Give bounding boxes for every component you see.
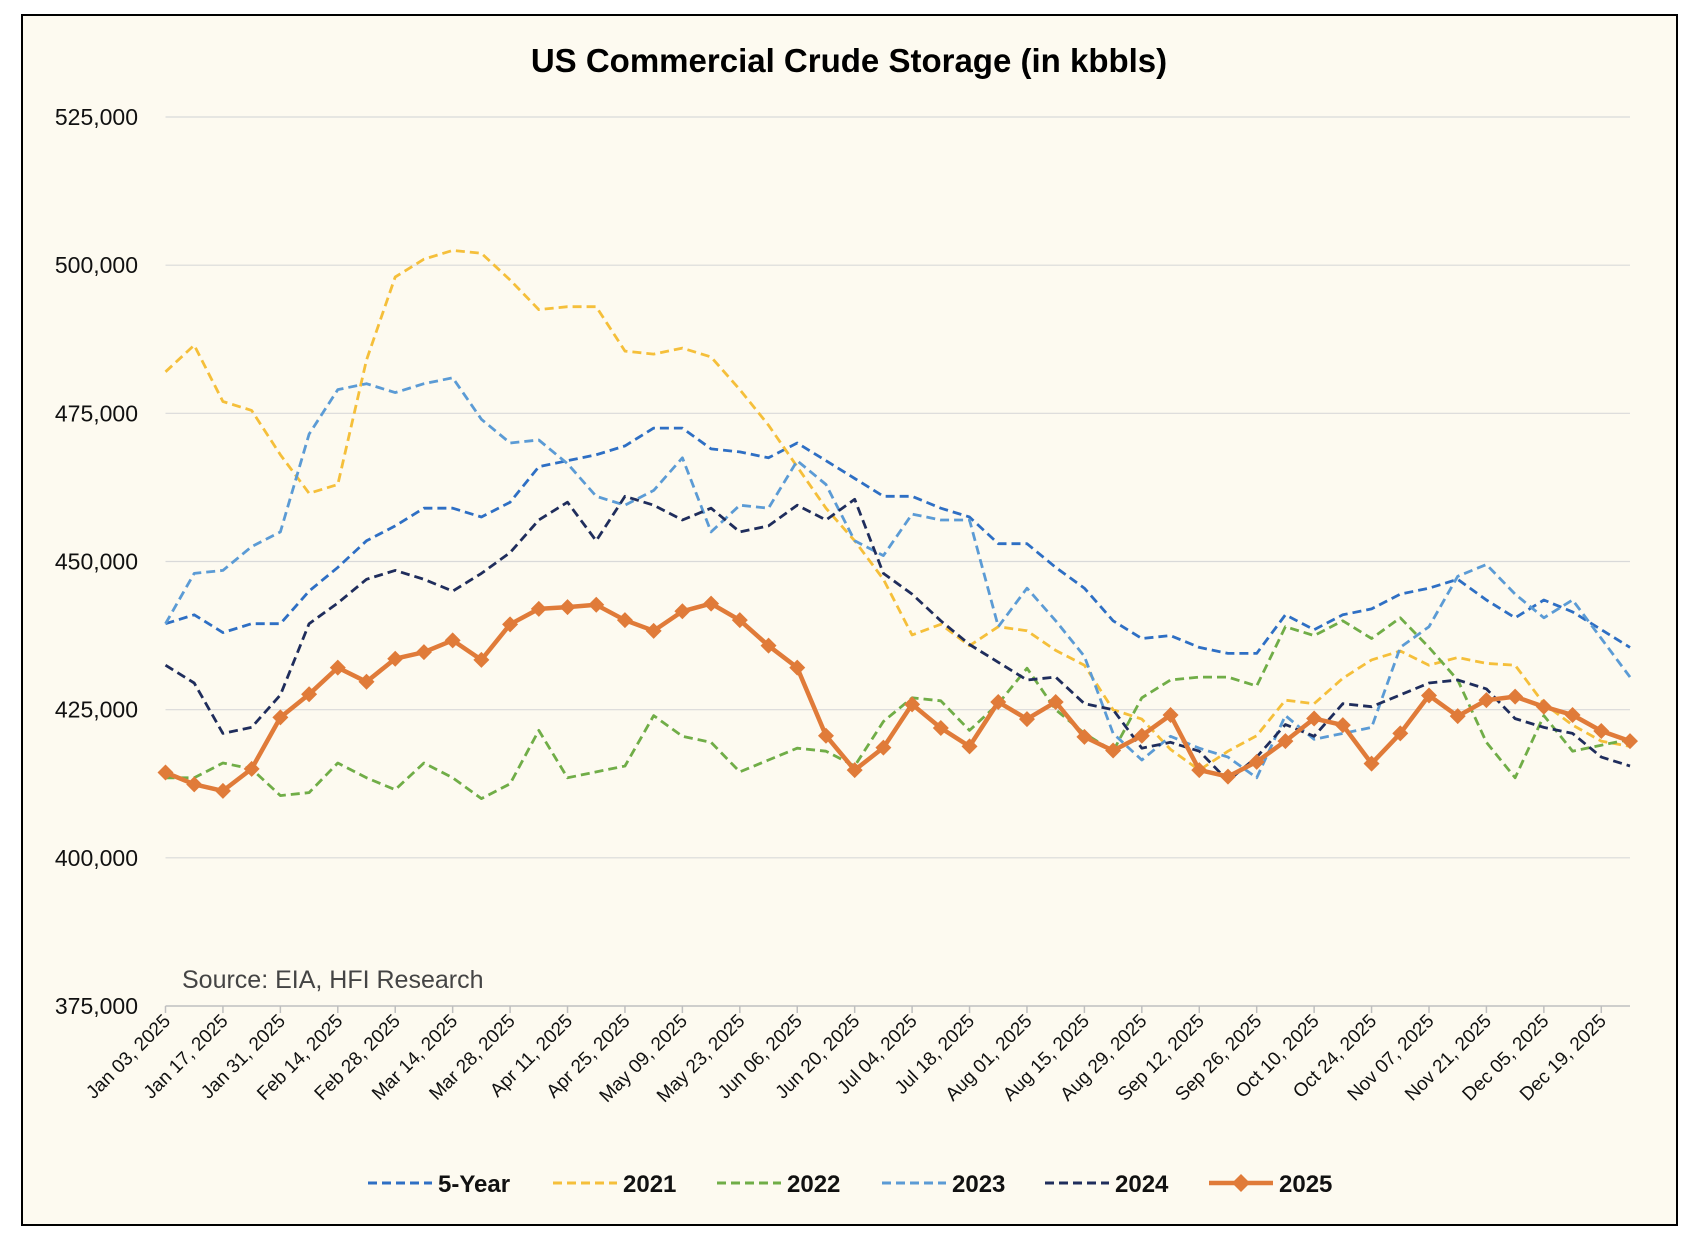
data-point-2025 <box>157 764 174 781</box>
legend-item-2021: 2021 <box>553 1171 676 1198</box>
data-point-2025 <box>875 739 892 756</box>
series-line-5-year <box>165 426 1631 655</box>
data-point-2025 <box>1334 717 1351 734</box>
data-point-2025 <box>473 651 490 668</box>
series-line-2021 <box>164 248 1631 772</box>
data-point-2025 <box>415 644 432 661</box>
data-point-2025 <box>358 673 375 690</box>
data-point-2025 <box>1306 710 1323 727</box>
data-point-2025 <box>243 760 260 777</box>
data-point-2025 <box>674 603 691 620</box>
gridlines <box>165 116 1630 859</box>
data-point-2025 <box>1478 692 1495 709</box>
data-point-2025 <box>1219 768 1236 785</box>
data-point-2025 <box>703 595 720 612</box>
data-point-2025 <box>731 612 748 629</box>
data-point-2025 <box>214 782 231 799</box>
data-point-2025 <box>1564 707 1581 724</box>
data-point-2025 <box>502 616 519 633</box>
legend-label: 5-Year <box>438 1171 510 1198</box>
data-point-2025 <box>846 762 863 779</box>
y-tick-label: 500,000 <box>55 252 138 278</box>
data-point-2025 <box>1133 727 1150 744</box>
legend-diamond-icon <box>1232 1174 1250 1192</box>
legend-item-2024: 2024 <box>1045 1171 1169 1198</box>
y-tick-label: 450,000 <box>55 549 138 575</box>
legend: 5-Year 2021 2022 2023 2024 2025 <box>368 1171 1332 1198</box>
data-point-2025 <box>904 696 921 713</box>
data-point-2025 <box>789 659 806 676</box>
legend-label: 2023 <box>952 1171 1005 1198</box>
legend-item-2023: 2023 <box>882 1171 1005 1198</box>
data-point-2025 <box>186 776 203 793</box>
data-point-2025 <box>616 612 633 629</box>
data-point-2025 <box>329 659 346 676</box>
y-tick-label: 375,000 <box>55 993 138 1019</box>
data-point-2025 <box>1593 723 1610 740</box>
data-point-2025 <box>1076 728 1093 745</box>
y-tick-label: 400,000 <box>55 845 138 871</box>
legend-label: 2021 <box>623 1171 676 1198</box>
source-annotation: Source: EIA, HFI Research <box>182 966 484 994</box>
data-point-2025 <box>1449 708 1466 725</box>
data-point-2025 <box>961 738 978 755</box>
data-point-2025 <box>588 596 605 613</box>
data-point-2025 <box>1248 753 1265 770</box>
data-point-2025 <box>990 693 1007 710</box>
legend-item-2022: 2022 <box>717 1171 840 1198</box>
legend-label: 2024 <box>1115 1171 1169 1198</box>
data-point-2025 <box>1191 762 1208 779</box>
y-tick-label: 475,000 <box>55 400 138 426</box>
data-point-2025 <box>1535 698 1552 715</box>
series-line-2023 <box>164 376 1632 780</box>
legend-item-2025: 2025 <box>1209 1171 1332 1198</box>
y-tick-label: 525,000 <box>55 104 138 130</box>
data-point-2025 <box>932 720 949 737</box>
data-point-2025 <box>272 709 289 726</box>
data-point-2025 <box>1047 693 1064 710</box>
data-point-2025 <box>1105 742 1122 759</box>
data-point-2025 <box>1420 687 1437 704</box>
series-line-2025 <box>164 601 1631 794</box>
data-point-2025 <box>387 650 404 667</box>
data-point-2025 <box>1363 755 1380 772</box>
data-point-2025 <box>1018 711 1035 728</box>
data-point-2025 <box>444 632 461 649</box>
data-point-2025 <box>559 599 576 616</box>
data-point-2025 <box>301 686 318 703</box>
data-point-2025 <box>1392 725 1409 742</box>
y-axis: 375,000 400,000 425,000 450,000 475,000 500,0… <box>55 104 138 1019</box>
legend-label: 2022 <box>787 1171 840 1198</box>
data-point-2025 <box>760 637 777 654</box>
data-point-2025 <box>1507 688 1524 705</box>
data-point-2025 <box>1277 733 1294 750</box>
chart-title: US Commercial Crude Storage (in kbbls) <box>531 42 1167 79</box>
data-point-2025 <box>1162 707 1179 724</box>
legend-item-5-year: 5-Year <box>368 1171 510 1198</box>
data-point-2025 <box>1622 733 1638 750</box>
data-point-2025 <box>817 727 834 744</box>
series-line-2022 <box>165 616 1631 800</box>
y-tick-label: 425,000 <box>55 697 138 723</box>
series-line-2024 <box>164 494 1631 783</box>
series-lines <box>157 248 1638 800</box>
data-point-2025 <box>645 622 662 639</box>
legend-label: 2025 <box>1279 1171 1332 1198</box>
data-point-2025 <box>530 600 547 617</box>
